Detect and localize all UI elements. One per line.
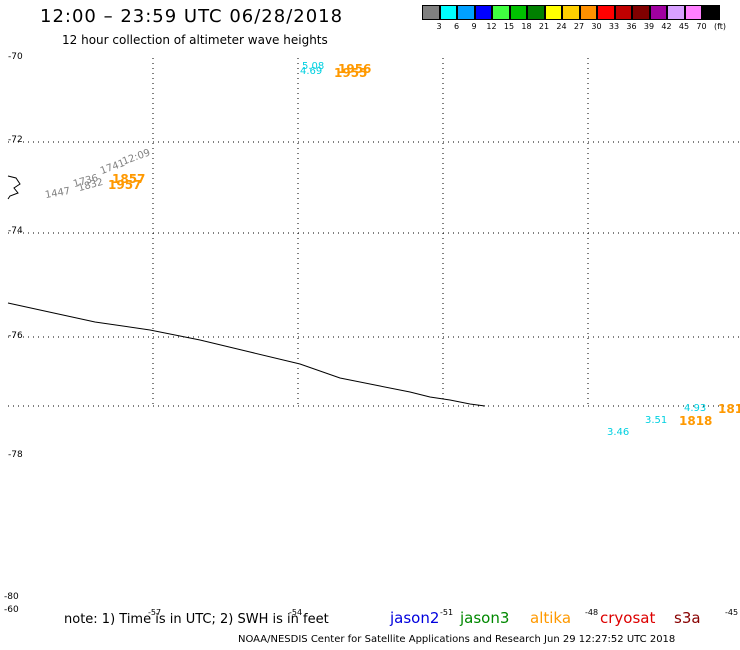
legend-value-label: 9 — [471, 22, 477, 31]
lon-label: -51 — [440, 608, 454, 617]
legend-swatch — [422, 5, 440, 20]
legend-swatch — [649, 5, 667, 20]
swh-label: 1955 — [334, 66, 368, 80]
satellite-jason3: jason3 — [460, 609, 510, 627]
legend-swatch — [544, 5, 562, 20]
swh-label: 3.51 — [645, 415, 668, 426]
legend-value-label: 36 — [626, 22, 637, 31]
lon-label: -45 — [725, 608, 739, 617]
lat-label: -78 — [8, 450, 23, 460]
footer-note: note: 1) Time is in UTC; 2) SWH is in fe… — [64, 612, 329, 627]
legend-swatch — [457, 5, 475, 20]
legend-swatch — [667, 5, 685, 20]
credit-line: NOAA/NESDIS Center for Satellite Applica… — [238, 634, 676, 645]
legend-value-label: 33 — [608, 22, 620, 31]
swh-label: 5.08 — [302, 61, 325, 72]
legend-swatch — [527, 5, 545, 20]
satellite-cryosat: cryosat — [600, 609, 656, 627]
legend-swatch — [579, 5, 597, 20]
swh-label: 1818 — [679, 414, 713, 428]
legend-value-label: 18 — [521, 22, 532, 31]
satellite-jason2: jason2 — [390, 609, 440, 627]
legend-swatch — [474, 5, 492, 20]
satellite-altika: altika — [530, 609, 572, 627]
lat-label: -72 — [8, 135, 23, 145]
legend-value-label: 12 — [486, 22, 497, 31]
legend-swatch — [562, 5, 580, 20]
legend-unit-label: (ft) — [713, 22, 727, 31]
map-title: 12:00 – 23:59 UTC 06/28/2018 — [40, 6, 344, 27]
lat-label: -60 — [4, 605, 19, 615]
swh-label: 1857 — [112, 172, 146, 186]
legend-value-label: 70 — [696, 22, 707, 31]
wave-height-legend: 3 6 9 12 15 18 21 24 27 30 33 36 39 42 45 70 (ft) — [422, 5, 727, 37]
legend-swatch — [439, 5, 457, 20]
map-canvas — [7, 58, 740, 408]
lon-label: -48 — [585, 608, 599, 617]
island-coastline — [7, 175, 21, 200]
legend-swatch — [492, 5, 510, 20]
ice-shelf-coastline — [7, 302, 486, 407]
legend-swatch — [632, 5, 650, 20]
legend-value-label: 45 — [678, 22, 690, 31]
legend-value-label: 21 — [538, 22, 550, 31]
legend-value-label: 39 — [643, 22, 655, 31]
legend-value-label: 6 — [453, 22, 460, 31]
lat-label: -76 — [8, 331, 23, 341]
lat-label: -80 — [4, 592, 19, 602]
legend-swatch — [597, 5, 615, 20]
satellite-s3a: s3a — [674, 609, 701, 627]
legend-swatch — [684, 5, 702, 20]
legend-value-label: 3 — [436, 22, 442, 31]
legend-value-label: 24 — [556, 22, 567, 31]
lon-label: -57 — [148, 608, 162, 617]
legend-swatch — [509, 5, 527, 20]
legend-swatch — [702, 5, 720, 20]
swh-label: 1956 — [338, 62, 372, 76]
swh-label: 3.46 — [607, 427, 630, 438]
swh-label: 1957 — [108, 178, 142, 192]
legend-swatch — [614, 5, 632, 20]
legend-value-label: 30 — [591, 22, 602, 31]
swh-label: 181 — [718, 402, 740, 416]
graticule — [8, 58, 740, 408]
swh-label: 4.69 — [300, 66, 323, 77]
swh-label: 4.93 — [684, 403, 707, 414]
lon-label: -54 — [289, 608, 303, 617]
legend-value-label: 27 — [573, 22, 585, 31]
legend-value-label: 15 — [503, 22, 515, 31]
map-subtitle: 12 hour collection of altimeter wave hei… — [62, 33, 328, 47]
lat-label: -70 — [8, 52, 23, 62]
legend-value-label: 42 — [661, 22, 672, 31]
lat-label: -74 — [8, 226, 23, 236]
